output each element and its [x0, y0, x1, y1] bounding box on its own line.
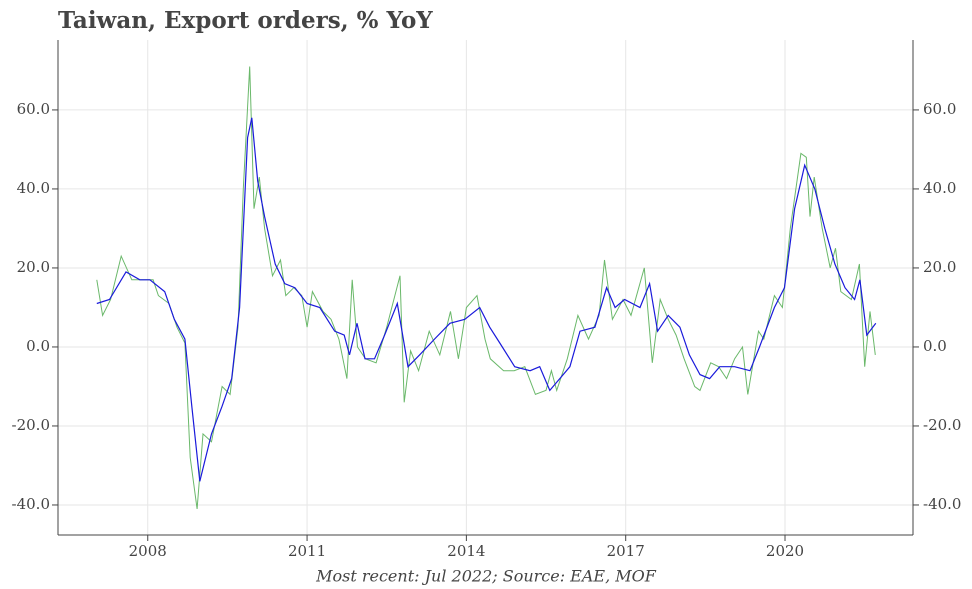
- y-tick-label: 20.0: [17, 258, 50, 276]
- y2-tick-label: 20.0: [923, 258, 956, 276]
- x-tick-label: 2014: [447, 542, 485, 560]
- y-tick-label: 60.0: [17, 100, 50, 118]
- x-tick-label: 2020: [766, 542, 804, 560]
- y-tick-label: -20.0: [12, 416, 50, 434]
- y2-tick-label: -20.0: [923, 416, 961, 434]
- y-tick-label: 0.0: [26, 337, 50, 355]
- y2-tick-label: -40.0: [923, 495, 961, 513]
- y2-tick-label: 0.0: [923, 337, 947, 355]
- series-line: [96, 117, 877, 482]
- x-tick-label: 2017: [607, 542, 645, 560]
- y-tick-label: 40.0: [17, 179, 50, 197]
- series-line: [96, 66, 876, 509]
- x-tick-label: 2008: [129, 542, 167, 560]
- x-tick-label: 2011: [288, 542, 326, 560]
- y-tick-label: -40.0: [12, 495, 50, 513]
- y2-tick-label: 40.0: [923, 179, 956, 197]
- caption: Most recent: Jul 2022; Source: EAE, MOF: [315, 567, 657, 586]
- y2-tick-label: 60.0: [923, 100, 956, 118]
- chart-title: Taiwan, Export orders, % YoY: [58, 7, 433, 34]
